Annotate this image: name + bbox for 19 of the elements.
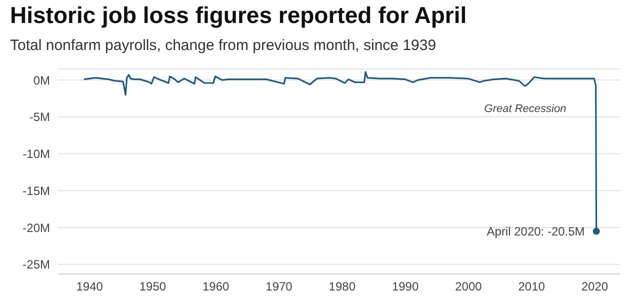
x-tick-label: 2020: [581, 280, 608, 294]
y-tick-label: -15M: [22, 184, 50, 198]
y-tick-label: -25M: [22, 258, 50, 272]
y-tick-label: -20M: [22, 220, 50, 235]
y-tick-label: -10M: [22, 147, 50, 162]
annotation: April 2020: -20.5M: [486, 224, 585, 238]
x-tick-label: 1970: [266, 280, 293, 294]
x-tick-label: 1960: [202, 280, 230, 294]
annotation: Great Recession: [484, 102, 566, 115]
y-tick-label: -5M: [29, 110, 50, 124]
x-tick-label: 2000: [455, 280, 482, 294]
x-tick-label: 1950: [139, 280, 166, 294]
x-tick-label: 1990: [392, 280, 419, 294]
y-tick-label: 0M: [33, 73, 50, 88]
chart-title: Historic job loss figures reported for April: [10, 2, 467, 29]
x-tick-label: 1980: [328, 280, 356, 294]
chart-subtitle: Total nonfarm payrolls, change from previous month, since 1939: [10, 37, 436, 54]
x-tick-label: 1940: [76, 280, 104, 294]
x-tick-label: 2010: [518, 280, 546, 294]
